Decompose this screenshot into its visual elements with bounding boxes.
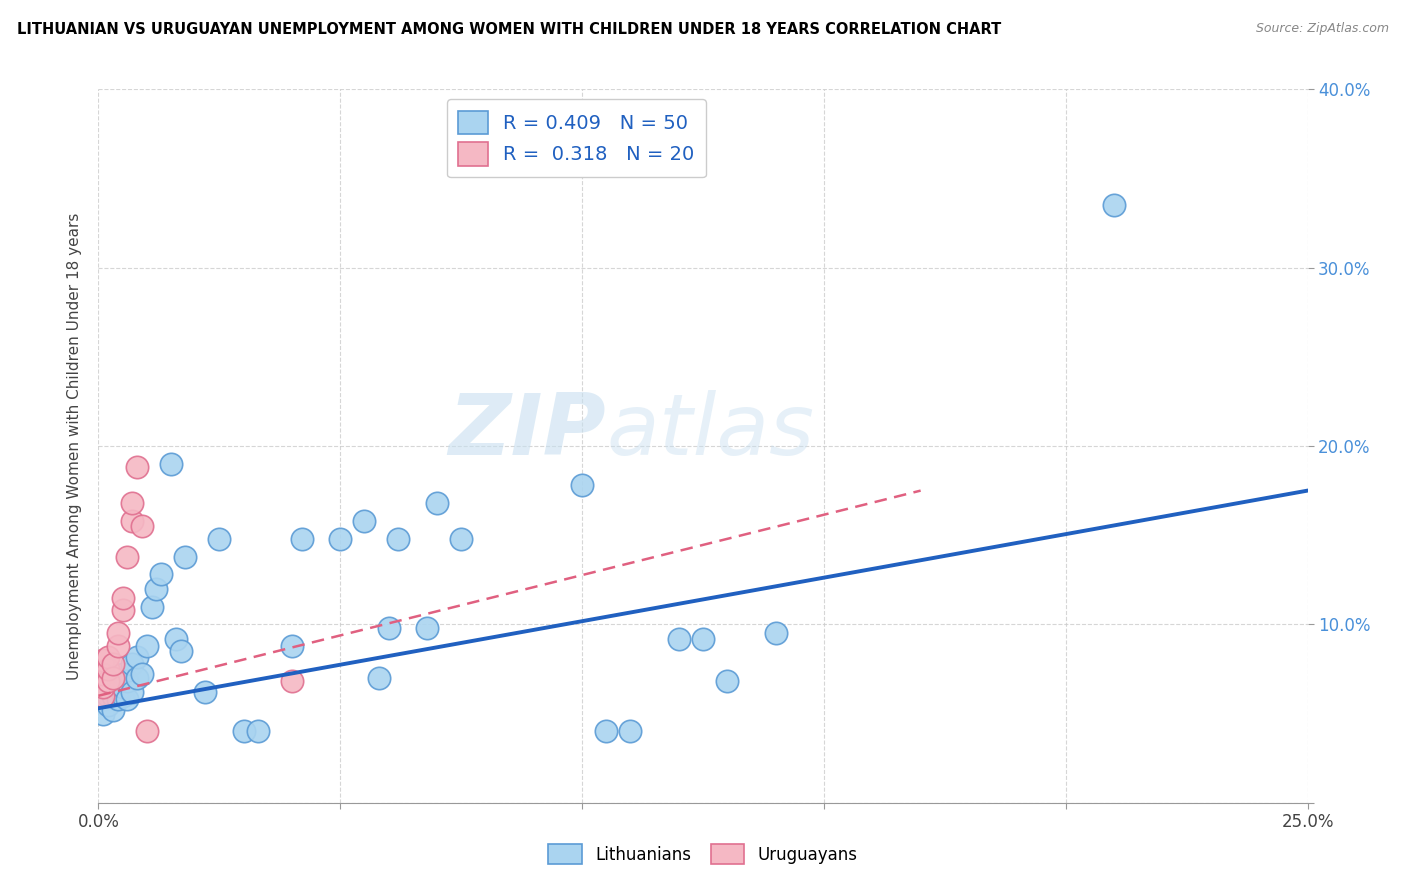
Point <box>97 689 120 703</box>
Point <box>91 667 114 681</box>
Point <box>117 549 139 564</box>
Point <box>121 514 143 528</box>
Point <box>145 582 167 596</box>
Point <box>595 724 617 739</box>
Point <box>377 621 399 635</box>
Point <box>107 671 129 685</box>
Point <box>107 626 129 640</box>
Point <box>111 603 134 617</box>
Point <box>111 667 134 681</box>
Legend: Lithuanians, Uruguayans: Lithuanians, Uruguayans <box>541 838 865 871</box>
Point <box>135 639 157 653</box>
Point <box>111 680 134 694</box>
Point <box>127 649 149 664</box>
Point <box>716 674 738 689</box>
Text: Source: ZipAtlas.com: Source: ZipAtlas.com <box>1256 22 1389 36</box>
Point <box>97 674 120 689</box>
Point <box>111 591 134 605</box>
Point <box>353 514 375 528</box>
Point <box>111 689 134 703</box>
Point <box>571 478 593 492</box>
Point <box>160 457 183 471</box>
Text: ZIP: ZIP <box>449 390 606 474</box>
Point <box>91 706 114 721</box>
Point <box>117 674 139 689</box>
Point <box>127 460 149 475</box>
Point <box>97 662 120 676</box>
Point <box>232 724 254 739</box>
Point <box>101 671 124 685</box>
Point <box>1102 198 1125 212</box>
Point <box>150 567 173 582</box>
Point <box>131 519 153 533</box>
Point <box>668 632 690 646</box>
Point <box>194 685 217 699</box>
Point <box>208 532 231 546</box>
Point <box>169 644 191 658</box>
Point <box>368 671 391 685</box>
Point <box>107 639 129 653</box>
Point <box>416 621 439 635</box>
Point <box>765 626 787 640</box>
Text: atlas: atlas <box>606 390 814 474</box>
Point <box>281 639 304 653</box>
Point <box>91 653 114 667</box>
Point <box>121 657 143 671</box>
Point <box>97 698 120 712</box>
Point <box>135 724 157 739</box>
Point <box>91 680 114 694</box>
Point <box>101 703 124 717</box>
Point <box>329 532 352 546</box>
Point <box>387 532 409 546</box>
Point <box>281 674 304 689</box>
Point <box>117 692 139 706</box>
Point <box>91 689 114 703</box>
Point <box>127 671 149 685</box>
Legend: R = 0.409   N = 50, R =  0.318   N = 20: R = 0.409 N = 50, R = 0.318 N = 20 <box>447 99 706 178</box>
Point <box>450 532 472 546</box>
Point <box>101 689 124 703</box>
Point <box>247 724 270 739</box>
Point <box>97 674 120 689</box>
Point <box>91 692 114 706</box>
Point <box>290 532 312 546</box>
Point <box>141 599 163 614</box>
Point <box>174 549 197 564</box>
Point <box>131 667 153 681</box>
Point <box>692 632 714 646</box>
Point <box>101 657 124 671</box>
Point <box>97 649 120 664</box>
Y-axis label: Unemployment Among Women with Children Under 18 years: Unemployment Among Women with Children U… <box>66 212 82 680</box>
Point <box>619 724 641 739</box>
Point <box>426 496 449 510</box>
Point <box>165 632 187 646</box>
Point <box>121 685 143 699</box>
Text: LITHUANIAN VS URUGUAYAN UNEMPLOYMENT AMONG WOMEN WITH CHILDREN UNDER 18 YEARS CO: LITHUANIAN VS URUGUAYAN UNEMPLOYMENT AMO… <box>17 22 1001 37</box>
Point <box>101 680 124 694</box>
Point <box>121 496 143 510</box>
Point <box>107 692 129 706</box>
